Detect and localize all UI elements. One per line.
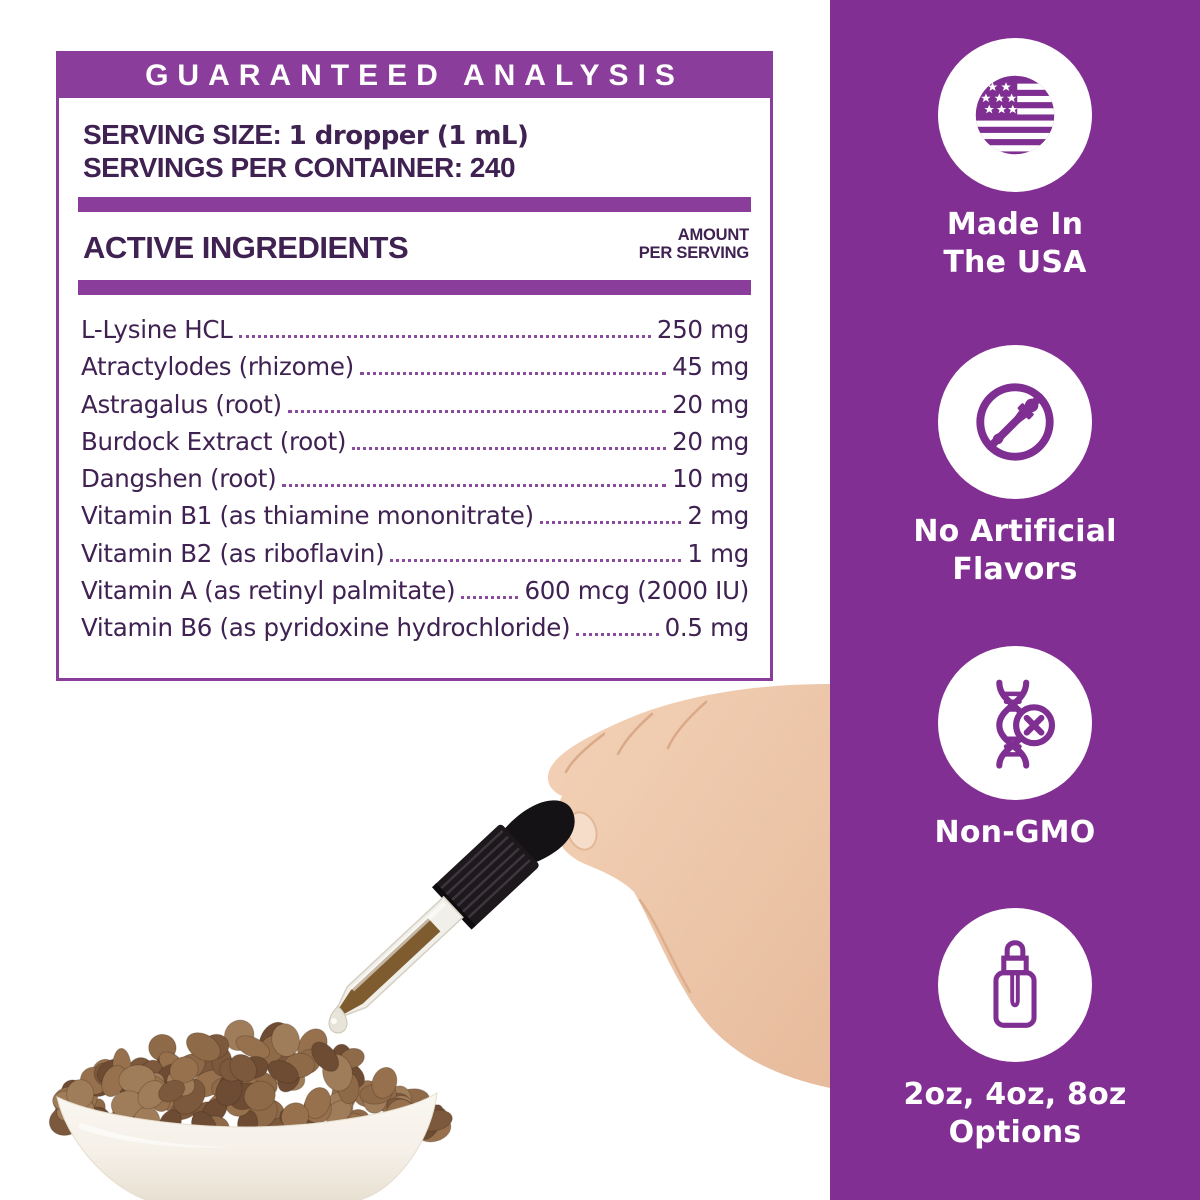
badge-size-options: 2oz, 4oz, 8oz Options bbox=[830, 908, 1200, 1153]
ingredient-row: Burdock Extract (root) 20 mg bbox=[81, 419, 749, 456]
badge-non-gmo: Non-GMO bbox=[830, 646, 1200, 852]
ingredient-row: Dangshen (root) 10 mg bbox=[81, 456, 749, 493]
ingredient-row: Astragalus (root) 20 mg bbox=[81, 381, 749, 418]
dropper bbox=[336, 800, 575, 1017]
badge-label-line1: No Artificial bbox=[913, 514, 1117, 549]
badge-no-artificial-flavors: No Artificial Flavors bbox=[830, 345, 1200, 590]
ingredient-row: Vitamin B2 (as riboflavin) 1 mg bbox=[81, 530, 749, 567]
ingredient-amount: 2 mg bbox=[687, 501, 749, 531]
dotted-leader bbox=[282, 484, 667, 488]
badge-made-in-usa: Made In The USA bbox=[830, 38, 1200, 283]
panel-title: GUARANTEED ANALYSIS bbox=[59, 54, 770, 98]
badge-circle bbox=[938, 345, 1092, 499]
badge-label-line2: Flavors bbox=[952, 552, 1078, 588]
pipette-liquid bbox=[339, 918, 441, 1014]
ingredient-name: Vitamin A (as retinyl palmitate) bbox=[81, 576, 456, 606]
bowl bbox=[56, 1092, 438, 1200]
benefits-sidebar: Made In The USA No Artificial Flavors bbox=[830, 0, 1200, 1200]
servings-per-container-label: SERVINGS PER CONTAINER: bbox=[83, 152, 463, 183]
badge-label-line1: Non-GMO bbox=[934, 815, 1096, 850]
badge-label: 2oz, 4oz, 8oz Options bbox=[903, 1076, 1126, 1153]
servings-per-container-value: 240 bbox=[469, 152, 516, 183]
column-amount-line2: PER SERVING bbox=[638, 243, 749, 262]
ingredient-name: Vitamin B1 (as thiamine mononitrate) bbox=[81, 501, 534, 531]
dotted-leader bbox=[287, 409, 667, 413]
ingredient-row: Atractylodes (rhizome) 45 mg bbox=[81, 344, 749, 381]
badge-label-line2: The USA bbox=[943, 245, 1087, 281]
ingredient-amount: 20 mg bbox=[672, 389, 749, 419]
ingredient-name: Vitamin B2 (as riboflavin) bbox=[81, 538, 385, 568]
no-artificial-flavors-icon bbox=[976, 383, 1054, 461]
guaranteed-analysis-panel: GUARANTEED ANALYSIS SERVING SIZE: 1 drop… bbox=[56, 51, 773, 681]
dotted-leader bbox=[238, 334, 651, 338]
serving-size-value: 1 dropper (1 mL) bbox=[288, 121, 529, 151]
hand bbox=[547, 684, 830, 1088]
dropper-bottle-icon bbox=[993, 940, 1037, 1028]
ingredient-amount: 45 mg bbox=[672, 352, 749, 382]
dotted-leader bbox=[539, 521, 682, 525]
badge-circle bbox=[938, 908, 1092, 1062]
ingredient-row: Vitamin A (as retinyl palmitate) 600 mcg… bbox=[81, 568, 749, 605]
dotted-leader bbox=[352, 446, 667, 450]
ingredient-row: Vitamin B6 (as pyridoxine hydrochloride)… bbox=[81, 605, 749, 642]
column-amount: AMOUNT PER SERVING bbox=[638, 226, 749, 266]
ingredient-name: Dangshen (root) bbox=[81, 464, 277, 494]
ingredient-amount: 600 mcg (2000 IU) bbox=[524, 576, 749, 606]
column-amount-line1: AMOUNT bbox=[677, 226, 749, 244]
badge-label: Made In The USA bbox=[943, 206, 1086, 283]
table-header-row: ACTIVE INGREDIENTS AMOUNT PER SERVING bbox=[83, 226, 749, 266]
serving-info: SERVING SIZE: 1 dropper (1 mL) SERVINGS … bbox=[59, 98, 770, 184]
ingredient-amount: 1 mg bbox=[687, 538, 749, 568]
badge-circle bbox=[938, 38, 1092, 192]
ingredient-name: Vitamin B6 (as pyridoxine hydrochloride) bbox=[81, 613, 571, 643]
ingredient-row: Vitamin B1 (as thiamine mononitrate) 2 m… bbox=[81, 493, 749, 530]
dotted-leader bbox=[390, 558, 682, 562]
ingredient-amount: 10 mg bbox=[672, 464, 749, 494]
dotted-leader bbox=[576, 633, 659, 637]
ingredient-name: Atractylodes (rhizome) bbox=[81, 352, 354, 382]
liquid-droplet bbox=[328, 1005, 348, 1034]
badge-label-line1: 2oz, 4oz, 8oz bbox=[903, 1077, 1127, 1112]
ingredient-table: L-Lysine HCL 250 mg Atractylodes (rhizom… bbox=[81, 307, 749, 643]
badge-label: Non-GMO bbox=[935, 814, 1096, 852]
badge-label-line2: Options bbox=[948, 1115, 1082, 1151]
ingredient-name: L-Lysine HCL bbox=[81, 314, 233, 344]
dotted-leader bbox=[359, 372, 667, 376]
divider-bar-bottom bbox=[78, 279, 751, 295]
ingredient-amount: 0.5 mg bbox=[664, 613, 750, 643]
divider-bar-top bbox=[78, 197, 751, 212]
ingredient-name: Burdock Extract (root) bbox=[81, 426, 347, 456]
servings-per-container-line: SERVINGS PER CONTAINER: 240 bbox=[83, 151, 746, 184]
dropper-over-kibble-photo bbox=[48, 684, 830, 1200]
ingredient-name: Astragalus (root) bbox=[81, 389, 282, 419]
serving-size-label: SERVING SIZE: bbox=[83, 119, 282, 150]
badge-label-line1: Made In bbox=[946, 207, 1084, 242]
column-ingredients: ACTIVE INGREDIENTS bbox=[83, 229, 409, 265]
ingredient-amount: 20 mg bbox=[672, 426, 749, 456]
badge-circle bbox=[938, 646, 1092, 800]
ingredient-amount: 250 mg bbox=[656, 314, 749, 344]
usa-flag-icon bbox=[975, 75, 1055, 155]
non-gmo-dna-icon bbox=[996, 679, 1056, 769]
badge-label: No Artificial Flavors bbox=[913, 513, 1116, 590]
dotted-leader bbox=[461, 596, 519, 599]
ingredient-row: L-Lysine HCL 250 mg bbox=[81, 307, 749, 344]
serving-size-line: SERVING SIZE: 1 dropper (1 mL) bbox=[83, 118, 746, 151]
